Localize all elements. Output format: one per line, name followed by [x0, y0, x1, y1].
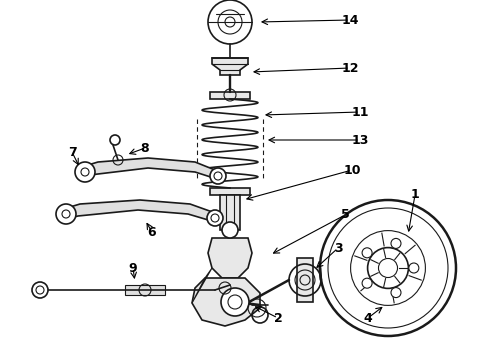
Polygon shape: [78, 158, 220, 180]
Circle shape: [75, 162, 95, 182]
Circle shape: [207, 210, 223, 226]
Circle shape: [362, 278, 372, 288]
Circle shape: [409, 263, 419, 273]
Text: 10: 10: [343, 163, 361, 176]
Bar: [125, 285, 165, 295]
Text: 6: 6: [147, 225, 156, 238]
Circle shape: [391, 238, 401, 248]
Polygon shape: [208, 238, 252, 278]
Bar: [297, 258, 313, 302]
Circle shape: [56, 204, 76, 224]
Circle shape: [32, 282, 48, 298]
Circle shape: [391, 288, 401, 298]
Circle shape: [228, 295, 242, 309]
Text: 2: 2: [273, 311, 282, 324]
Polygon shape: [212, 58, 248, 75]
Text: 11: 11: [351, 105, 369, 118]
Polygon shape: [60, 200, 218, 222]
Text: 12: 12: [341, 62, 359, 75]
Bar: [210, 92, 250, 99]
Circle shape: [222, 222, 238, 238]
Polygon shape: [192, 268, 212, 303]
Polygon shape: [220, 195, 240, 230]
Text: 9: 9: [129, 261, 137, 274]
Circle shape: [221, 288, 249, 316]
Bar: [210, 188, 250, 195]
Circle shape: [210, 168, 226, 184]
Circle shape: [362, 248, 372, 258]
Circle shape: [110, 135, 120, 145]
Text: 4: 4: [364, 311, 372, 324]
Text: 8: 8: [141, 141, 149, 154]
Text: 3: 3: [334, 242, 343, 255]
Text: 13: 13: [351, 134, 368, 147]
Text: 1: 1: [411, 189, 419, 202]
Text: 14: 14: [341, 13, 359, 27]
Polygon shape: [192, 278, 260, 326]
Text: 5: 5: [341, 208, 349, 221]
Text: 7: 7: [68, 145, 76, 158]
